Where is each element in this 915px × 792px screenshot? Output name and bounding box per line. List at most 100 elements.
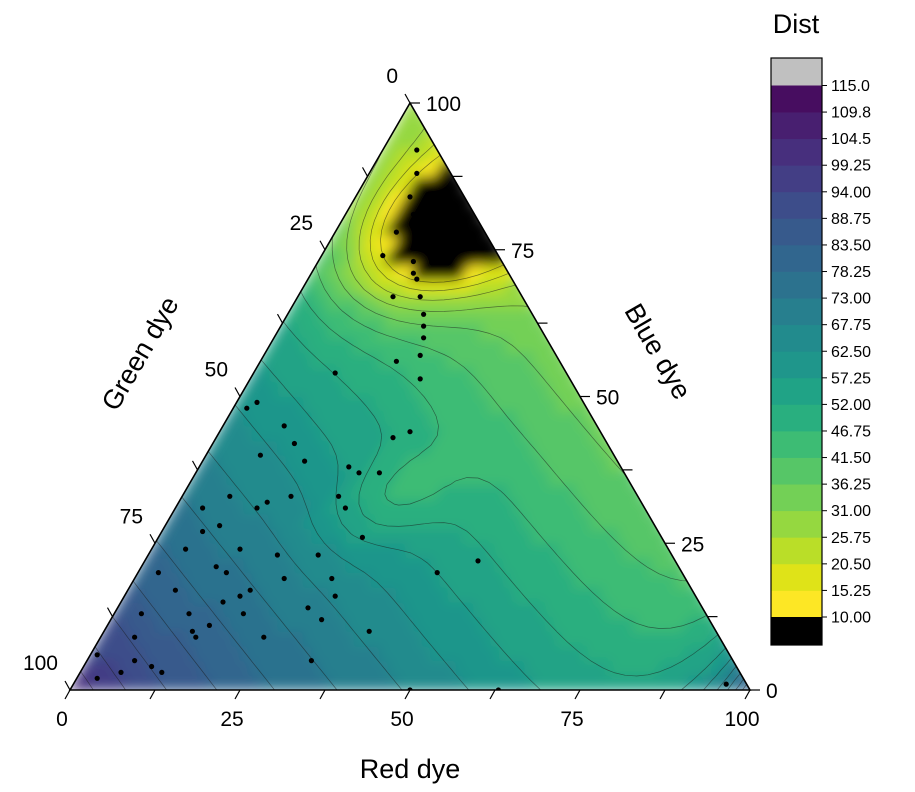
data-point <box>240 611 246 617</box>
red-axis-tick-label: 25 <box>220 708 243 731</box>
data-point <box>414 147 420 153</box>
colorbar-band <box>771 85 822 113</box>
colorbar-level-label: 62.50 <box>831 344 871 361</box>
data-point <box>417 376 423 382</box>
red-dye-axis-title: Red dye <box>360 754 461 784</box>
blue-axis-tick-label: 25 <box>681 533 704 556</box>
data-point <box>274 552 280 558</box>
colorbar-band <box>771 298 822 326</box>
colorbar-above-swatch <box>771 58 822 86</box>
data-point <box>200 505 206 511</box>
colorbar-band <box>771 351 822 379</box>
contour-plot-area <box>68 101 752 691</box>
data-point <box>410 258 416 265</box>
data-point <box>264 499 270 505</box>
colorbar-band <box>771 271 822 299</box>
green-axis-tick <box>191 460 199 471</box>
red-axis-tick <box>149 689 156 700</box>
data-point <box>475 558 481 564</box>
data-point <box>332 593 338 599</box>
data-point <box>319 617 325 623</box>
data-point <box>329 575 335 582</box>
data-point <box>410 270 416 276</box>
data-point <box>94 675 100 681</box>
colorbar-band <box>771 191 822 219</box>
data-point <box>302 458 308 464</box>
red-axis-tick <box>574 689 581 700</box>
colorbar-band <box>771 457 822 485</box>
green-axis-tick <box>106 607 114 617</box>
green-axis-tick-label: 0 <box>386 65 398 88</box>
green-axis-tick <box>361 167 369 177</box>
contour-fill <box>70 103 750 690</box>
colorbar-level-label: 73.00 <box>831 291 871 308</box>
blue-axis-tick-label: 75 <box>511 240 534 263</box>
data-point <box>138 611 144 617</box>
red-dye-axis: 0 25 50 75 100 <box>56 689 760 731</box>
data-point <box>376 470 382 476</box>
colorbar-band <box>771 244 822 272</box>
red-axis-tick <box>489 689 496 700</box>
blue-axis-tick-label: 0 <box>766 680 778 703</box>
data-point <box>336 493 342 499</box>
colorbar-level-label: 46.75 <box>831 423 871 440</box>
red-axis-tick <box>744 689 751 700</box>
colorbar-level-label: 52.00 <box>831 397 871 414</box>
colorbar-band <box>771 324 822 352</box>
blue-dye-axis-title: Blue dye <box>619 298 698 404</box>
data-point <box>118 669 124 676</box>
data-point <box>421 335 427 341</box>
colorbar-level-label: 10.00 <box>831 610 871 627</box>
data-point <box>159 669 165 676</box>
data-point <box>390 435 396 441</box>
colorbar-band <box>771 404 822 432</box>
colorbar-level-label: 88.75 <box>831 211 871 228</box>
data-point <box>291 440 297 447</box>
data-point <box>410 211 416 218</box>
blue-axis-tick-label: 50 <box>596 387 619 410</box>
data-point <box>183 546 189 552</box>
data-point <box>254 399 260 405</box>
colorbar-band <box>771 537 822 565</box>
data-point <box>206 622 212 629</box>
green-axis-tick-label: 75 <box>120 505 143 528</box>
data-point <box>261 634 267 640</box>
colorbar-band <box>771 112 822 140</box>
data-point <box>414 276 420 282</box>
data-point <box>213 564 219 570</box>
data-point <box>417 352 423 358</box>
data-point <box>237 546 243 552</box>
colorbar-level-label: 94.00 <box>831 184 871 201</box>
data-point <box>414 241 420 247</box>
data-point <box>288 493 294 499</box>
data-point <box>227 493 233 499</box>
data-point <box>257 452 263 458</box>
colorbar-legend: Dist 10.00 15.25 20.50 25.75 31.00 36.25 41.50… <box>770 9 871 646</box>
green-dye-axis-title: Green dye <box>96 291 185 415</box>
data-point <box>356 470 362 476</box>
data-point <box>186 611 192 617</box>
green-axis-tick <box>319 240 326 251</box>
data-point <box>132 658 138 664</box>
data-point <box>434 570 440 576</box>
data-point <box>414 229 420 235</box>
data-point <box>393 358 399 364</box>
data-point <box>390 294 396 300</box>
green-axis-tick <box>404 93 411 104</box>
data-point <box>407 429 413 435</box>
green-axis-tick <box>276 313 284 324</box>
green-axis-tick-label: 50 <box>205 359 228 382</box>
colorbar-band <box>771 377 822 405</box>
data-point <box>155 570 161 576</box>
colorbar-level-label: 25.75 <box>831 530 871 547</box>
colorbar-level-label: 78.25 <box>831 264 871 281</box>
colorbar-level-label: 104.5 <box>831 131 871 148</box>
data-points <box>94 147 729 690</box>
red-axis-tick-label: 75 <box>560 708 583 731</box>
colorbar-level-label: 20.50 <box>831 556 871 573</box>
red-axis-tick-label: 100 <box>724 708 759 731</box>
data-point <box>359 534 365 541</box>
red-axis-tick <box>234 689 241 700</box>
data-point <box>305 605 311 611</box>
